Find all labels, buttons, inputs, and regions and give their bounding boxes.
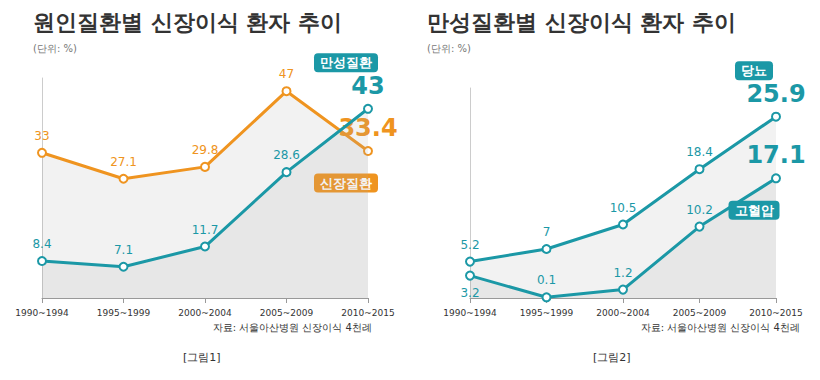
svg-text:[그림2]: [그림2] (593, 351, 631, 364)
svg-text:만성질환: 만성질환 (320, 55, 372, 70)
svg-text:47: 47 (279, 67, 294, 81)
svg-text:3.2: 3.2 (460, 286, 479, 300)
svg-text:28.6: 28.6 (273, 148, 300, 162)
svg-text:7: 7 (543, 225, 551, 239)
svg-text:2010~2015: 2010~2015 (749, 308, 802, 318)
svg-text:2000~2004: 2000~2004 (596, 308, 650, 318)
svg-text:11.7: 11.7 (192, 223, 219, 237)
svg-text:8.4: 8.4 (32, 237, 51, 251)
svg-text:2005~2009: 2005~2009 (260, 308, 314, 318)
svg-text:자료: 서울아산병원 신장이식 4천례: 자료: 서울아산병원 신장이식 4천례 (641, 322, 800, 333)
svg-text:1995~1999: 1995~1999 (97, 308, 151, 318)
svg-text:10.2: 10.2 (686, 203, 713, 217)
svg-text:17.1: 17.1 (746, 141, 805, 169)
svg-text:25.9: 25.9 (746, 80, 805, 108)
svg-text:1995~1999: 1995~1999 (520, 308, 574, 318)
svg-text:1.2: 1.2 (613, 266, 632, 280)
svg-text:1990~1994: 1990~1994 (15, 308, 69, 318)
svg-text:2005~2009: 2005~2009 (673, 308, 727, 318)
svg-text:43: 43 (351, 72, 384, 100)
svg-text:1990~1994: 1990~1994 (443, 308, 497, 318)
svg-text:자료: 서울아산병원 신장이식 4천례: 자료: 서울아산병원 신장이식 4천례 (213, 322, 372, 333)
svg-text:(단위: %): (단위: %) (33, 43, 77, 54)
svg-text:27.1: 27.1 (110, 155, 137, 169)
svg-text:10.5: 10.5 (610, 201, 637, 215)
svg-text:[그림1]: [그림1] (183, 351, 221, 364)
svg-text:7.1: 7.1 (114, 243, 133, 257)
svg-text:29.8: 29.8 (192, 143, 219, 157)
svg-text:0.1: 0.1 (537, 273, 556, 287)
svg-text:당뇨: 당뇨 (741, 63, 767, 78)
svg-text:2000~2004: 2000~2004 (178, 308, 232, 318)
svg-text:5.2: 5.2 (460, 238, 479, 252)
svg-text:2010~2015: 2010~2015 (341, 308, 394, 318)
svg-text:고혈압: 고혈압 (735, 203, 774, 218)
svg-text:만성질환별 신장이식 환자 추이: 만성질환별 신장이식 환자 추이 (427, 10, 736, 35)
svg-text:원인질환별 신장이식 환자 추이: 원인질환별 신장이식 환자 추이 (33, 10, 342, 35)
svg-text:18.4: 18.4 (686, 145, 713, 159)
svg-text:(단위: %): (단위: %) (427, 43, 471, 54)
svg-text:33: 33 (34, 129, 49, 143)
